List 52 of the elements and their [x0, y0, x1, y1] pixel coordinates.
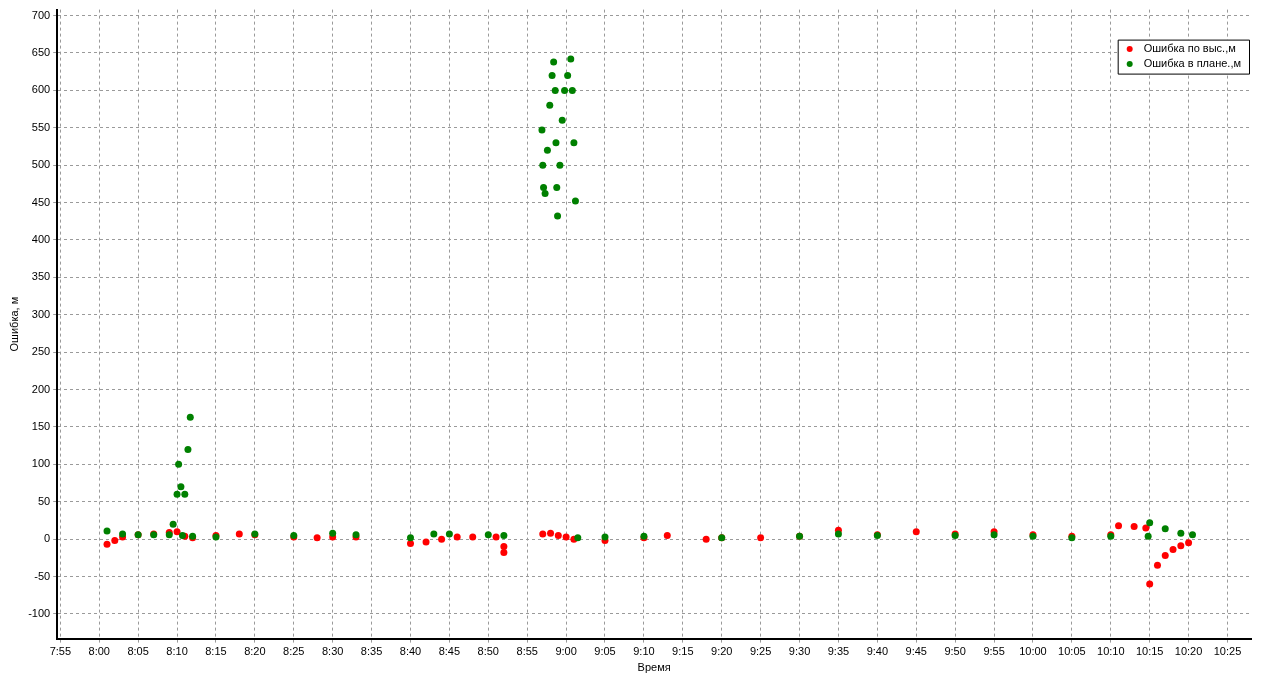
- x-tick-label: 9:05: [594, 645, 616, 658]
- y-tick-label: 650: [31, 46, 51, 59]
- x-tick-label: 10:00: [1019, 645, 1047, 658]
- y-tick-label: 400: [31, 232, 51, 245]
- x-tick-label: 8:20: [244, 645, 266, 658]
- x-tick-label: 8:30: [321, 645, 344, 658]
- y-tick-label: 600: [31, 83, 51, 96]
- x-tick-label: 9:25: [749, 645, 772, 658]
- x-tick-label: 9:55: [983, 645, 1005, 658]
- x-axis-title: Время: [637, 661, 671, 674]
- x-tick-label: 8:45: [438, 645, 461, 658]
- legend-label: Ошибка по выс.,м: [1143, 42, 1236, 55]
- x-tick-label: 9:00: [555, 645, 577, 658]
- y-tick-label: 0: [44, 532, 51, 545]
- y-axis-title: Ошибка, м: [7, 296, 20, 352]
- y-tick-label: 250: [31, 345, 51, 358]
- y-tick-label: 150: [31, 419, 51, 432]
- x-tick-label: 9:40: [866, 645, 889, 658]
- legend-label: Ошибка в плане.,м: [1143, 57, 1242, 70]
- x-tick-label: 8:00: [88, 645, 110, 658]
- x-tick-label: 10:25: [1213, 645, 1242, 658]
- y-tick-label: -100: [28, 606, 51, 619]
- y-tick-label: 50: [37, 494, 51, 507]
- y-tick-label: 300: [31, 307, 51, 320]
- x-tick-label: 8:35: [360, 645, 383, 658]
- x-tick-label: 10:10: [1097, 645, 1125, 658]
- y-tick-label: 450: [31, 195, 51, 208]
- x-tick-label: 9:35: [827, 645, 850, 658]
- x-tick-label: 8:40: [399, 645, 422, 658]
- x-tick-label: 10:20: [1174, 645, 1203, 658]
- y-tick-label: 200: [31, 382, 51, 395]
- x-tick-label: 9:15: [672, 645, 694, 658]
- x-tick-label: 8:05: [127, 645, 149, 658]
- x-tick-label: 8:55: [516, 645, 538, 658]
- x-tick-label: 8:15: [205, 645, 227, 658]
- x-tick-label: 9:20: [711, 645, 733, 658]
- x-tick-label: 9:30: [788, 645, 811, 658]
- x-tick-label: 9:45: [905, 645, 927, 658]
- y-tick-label: 700: [31, 8, 51, 21]
- x-tick-label: 10:15: [1135, 645, 1164, 658]
- x-tick-label: 9:50: [944, 645, 966, 658]
- x-tick-label: 8:10: [166, 645, 188, 658]
- x-tick-label: 7:55: [49, 645, 72, 658]
- x-tick-label: 8:25: [283, 645, 305, 658]
- x-tick-label: 8:50: [477, 645, 499, 658]
- y-tick-label: -50: [34, 569, 51, 582]
- y-tick-label: 500: [31, 158, 51, 171]
- y-tick-label: 350: [31, 270, 51, 283]
- y-tick-label: 550: [31, 120, 51, 133]
- x-tick-label: 9:10: [633, 645, 655, 658]
- x-tick-label: 10:05: [1058, 645, 1086, 658]
- y-tick-label: 100: [31, 457, 51, 470]
